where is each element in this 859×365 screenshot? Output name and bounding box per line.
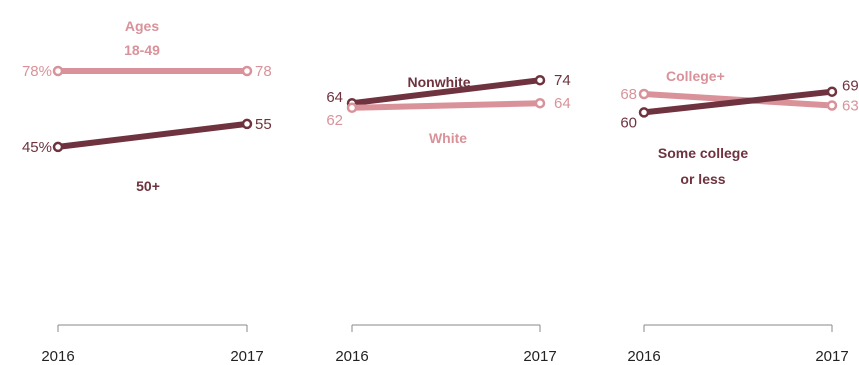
x-tick-label: 2017 bbox=[815, 348, 848, 365]
series-line bbox=[349, 100, 543, 111]
data-label: 78 bbox=[255, 63, 272, 80]
series-name-label: 18-49 bbox=[124, 42, 160, 58]
series-name-label: White bbox=[429, 130, 467, 146]
series-name-label: 50+ bbox=[136, 178, 160, 194]
data-label: 55 bbox=[255, 116, 272, 133]
x-tick-label: 2016 bbox=[335, 348, 368, 365]
series-some-college-or-less: 60 69 Some college or less bbox=[620, 78, 858, 187]
series-name-label: Nonwhite bbox=[408, 74, 471, 90]
data-point bbox=[534, 74, 546, 86]
series-name-label: or less bbox=[680, 171, 725, 187]
series-nonwhite: 64 74 Nonwhite bbox=[326, 72, 571, 109]
chart-panel-3: 2016 2017 68 63 College+ 60 69 Some college or l… bbox=[620, 68, 858, 365]
chart-panel-1: 2016 2017 78% 78 Ages 18-49 45% 55 50+ bbox=[22, 18, 272, 365]
data-label: 63 bbox=[842, 98, 859, 115]
data-point bbox=[534, 97, 546, 109]
data-point bbox=[638, 88, 650, 100]
data-point bbox=[826, 86, 838, 97]
series-name-label: Ages bbox=[125, 18, 159, 34]
x-tick-label: 2017 bbox=[523, 348, 556, 365]
series-line bbox=[349, 77, 543, 107]
series-ages-18-49: 78% 78 Ages 18-49 bbox=[22, 18, 272, 80]
data-label: 60 bbox=[620, 114, 637, 131]
data-point bbox=[52, 141, 64, 153]
data-label: 64 bbox=[326, 89, 343, 106]
data-label: 68 bbox=[620, 86, 637, 103]
data-point bbox=[638, 107, 650, 118]
x-tick-label: 2016 bbox=[41, 348, 74, 365]
series-line bbox=[55, 120, 250, 150]
series-name-label: Some college bbox=[658, 145, 748, 161]
data-label: 45% bbox=[22, 139, 52, 156]
data-point bbox=[826, 100, 838, 111]
series-50: 45% 55 50+ bbox=[22, 116, 272, 194]
data-label: 62 bbox=[326, 112, 343, 129]
data-label: 69 bbox=[842, 78, 859, 95]
data-point bbox=[241, 65, 253, 77]
x-tick-label: 2017 bbox=[230, 348, 263, 365]
data-label: 64 bbox=[554, 95, 571, 112]
data-point bbox=[346, 102, 358, 114]
data-label: 78% bbox=[22, 63, 52, 80]
series-name-label: College+ bbox=[666, 68, 725, 84]
data-point bbox=[52, 65, 64, 77]
chart-panel-2: 2016 2017 64 74 Nonwhite 62 64 White bbox=[326, 72, 570, 365]
series-line bbox=[641, 88, 835, 116]
x-tick-label: 2016 bbox=[627, 348, 660, 365]
series-white: 62 64 White bbox=[326, 95, 570, 146]
data-point bbox=[241, 118, 253, 130]
data-label: 74 bbox=[554, 72, 571, 89]
